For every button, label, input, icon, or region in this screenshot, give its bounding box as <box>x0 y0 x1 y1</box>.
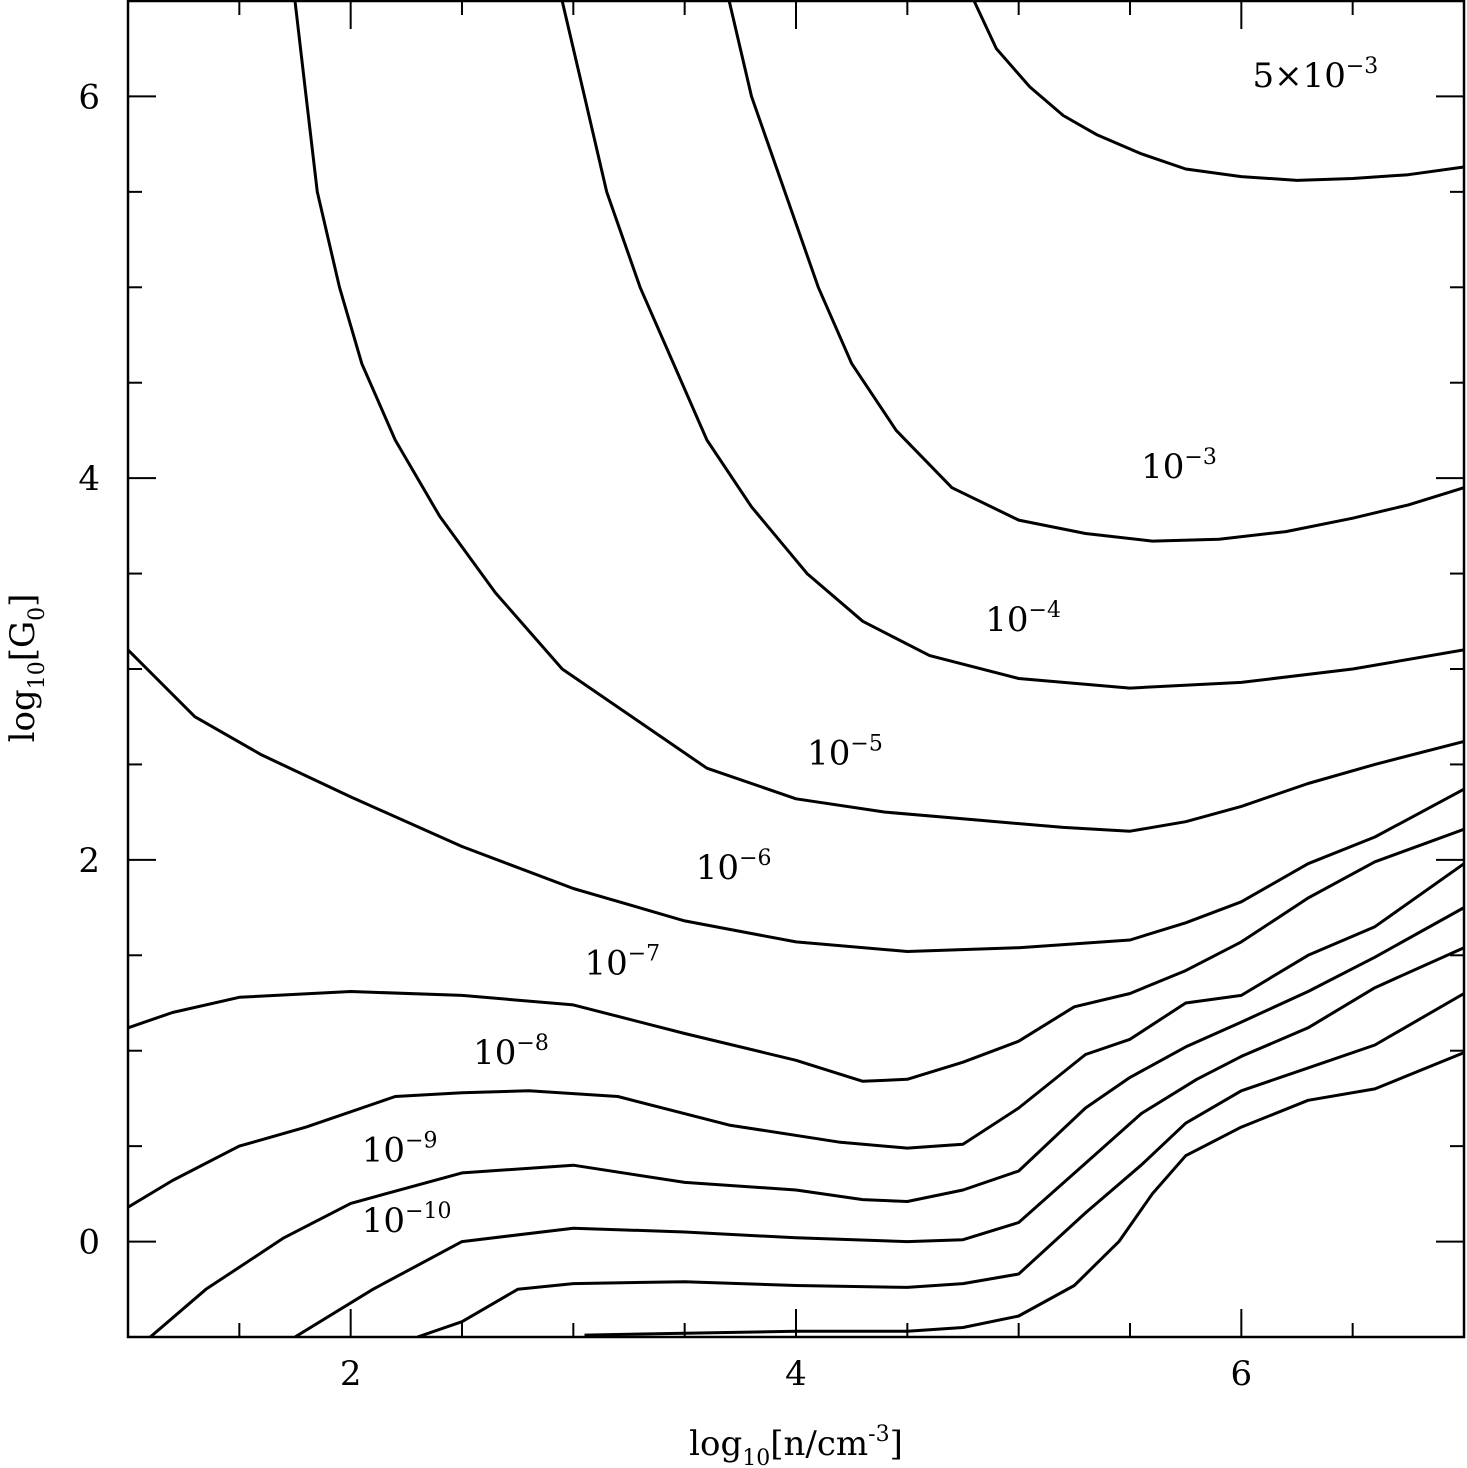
x-axis-label: log10[n/cm-3] <box>689 1422 903 1468</box>
contour-label-1e-9: 10−9 <box>362 1128 438 1170</box>
contour-line-1e-11 <box>417 992 1464 1337</box>
contour-label-1e-6: 10−6 <box>696 846 772 888</box>
contour-label-1e-3: 10−3 <box>1141 445 1217 487</box>
contour-line-1e-6 <box>128 648 1464 953</box>
y-axis-label-sub2: 0 <box>25 607 50 621</box>
y-tick-label: 0 <box>78 1223 100 1263</box>
y-axis-label-sub: 10 <box>25 661 50 689</box>
contour-label-1e-5: 10−5 <box>807 731 883 773</box>
y-tick-label: 4 <box>78 459 100 499</box>
y-tick-label: 6 <box>78 77 100 117</box>
x-axis-label-sub: 10 <box>742 1446 770 1468</box>
x-tick-label: 4 <box>785 1354 807 1394</box>
x-axis-label-close: ] <box>890 1424 903 1464</box>
contour-line-1e-8 <box>128 862 1464 1209</box>
y-axis-label-base: log <box>3 689 43 742</box>
y-axis-label-close: ] <box>3 594 43 607</box>
contour-label-1e-8: 10−8 <box>473 1031 549 1073</box>
contour-label-1e-7: 10−7 <box>584 941 660 983</box>
contour-line-1e-10 <box>294 946 1464 1337</box>
contour-line-5e-3 <box>972 1 1464 182</box>
contour-labels: 5×10−3 10−3 10−4 10−5 10−6 10−7 10−8 10−9 10−10 <box>362 54 1378 1241</box>
x-tick-label: 6 <box>1231 1354 1253 1394</box>
contour-line-1e-7 <box>128 827 1464 1083</box>
contour-line-1e-5 <box>293 1 1464 833</box>
x-axis-label-sup: -3 <box>868 1422 889 1447</box>
contour-label-5e-3: 5×10−3 <box>1252 54 1378 96</box>
x-axis-label-base: log <box>689 1424 742 1464</box>
contour-line-1e-3 <box>727 1 1464 543</box>
contour-line-1e-9 <box>149 906 1464 1337</box>
y-tick-label: 2 <box>78 841 100 881</box>
x-axis-label-text: [n/cm <box>770 1424 868 1464</box>
contour-lines <box>128 1 1464 1337</box>
contour-label-1e-10: 10−10 <box>362 1199 452 1241</box>
axis-tick-labels: 2 4 6 0 2 4 6 <box>78 77 1252 1394</box>
y-axis-label: log10[G0] <box>3 594 50 743</box>
contour-line-1e-4 <box>560 1 1464 690</box>
contour-line-1e-12 <box>584 1051 1464 1337</box>
y-axis-label-text: [G <box>3 621 43 661</box>
x-tick-label: 2 <box>340 1354 362 1394</box>
contour-label-1e-4: 10−4 <box>985 598 1061 640</box>
